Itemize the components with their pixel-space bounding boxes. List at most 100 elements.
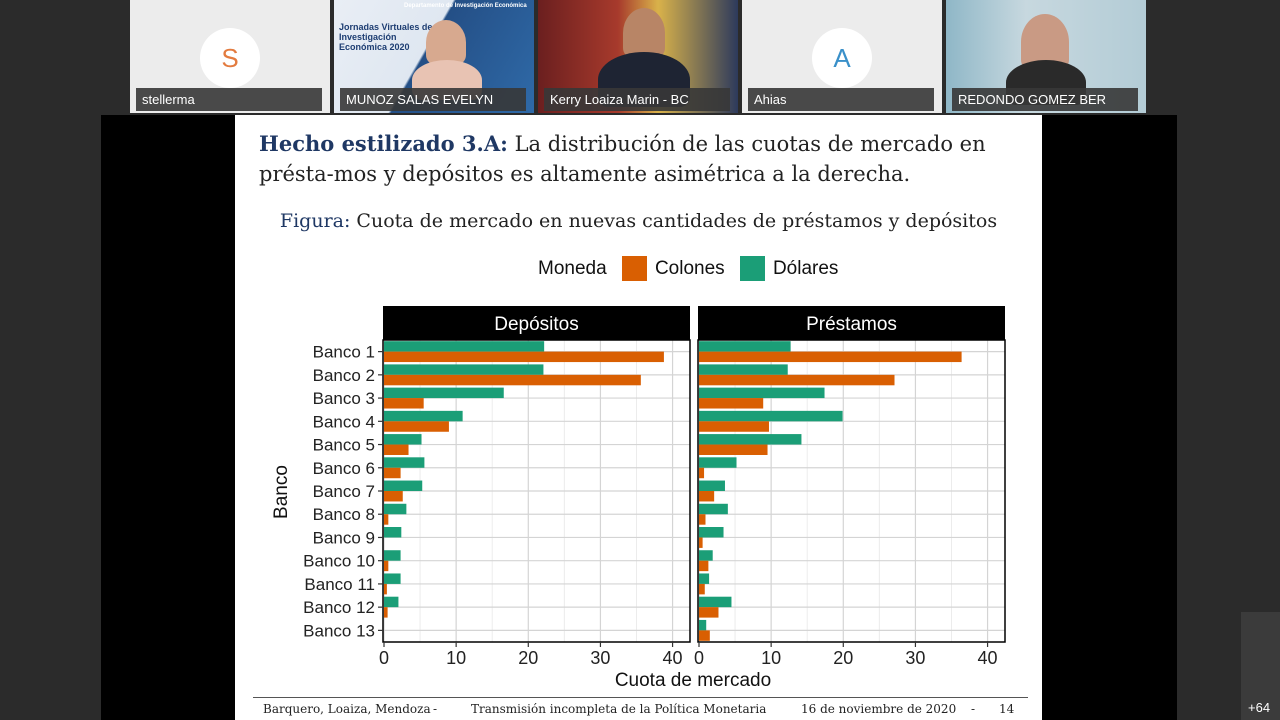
y-tick-label: Banco 12 bbox=[303, 598, 375, 617]
bar-colones bbox=[384, 491, 403, 502]
side-panel-toggle[interactable] bbox=[1241, 612, 1280, 720]
bar-dolares bbox=[384, 457, 425, 468]
bar-dolares bbox=[699, 387, 825, 399]
bar-dolares bbox=[384, 434, 422, 445]
x-tick-label: 40 bbox=[978, 648, 998, 668]
bar-dolares bbox=[384, 387, 504, 399]
participant-name: Ahias bbox=[748, 88, 934, 111]
participant-tile[interactable]: A Ahias bbox=[742, 0, 942, 113]
bar-dolares bbox=[699, 434, 802, 445]
footer-date: 16 de noviembre de 2020 bbox=[801, 702, 957, 716]
participant-avatar: A bbox=[812, 28, 872, 88]
bar-colones bbox=[699, 607, 719, 618]
bar-dolares bbox=[384, 503, 407, 515]
figure-caption: Figura: Cuota de mercado en nuevas canti… bbox=[235, 210, 1042, 232]
participant-name: Kerry Loaiza Marin - BC bbox=[544, 88, 730, 111]
y-axis-title: Banco bbox=[271, 465, 292, 519]
y-tick-label: Banco 5 bbox=[313, 436, 375, 455]
x-tick-label: 40 bbox=[663, 648, 683, 668]
bar-colones bbox=[699, 351, 962, 363]
y-tick-label: Banco 4 bbox=[313, 412, 375, 431]
bar-colones bbox=[699, 537, 703, 548]
participant-name: REDONDO GOMEZ BER bbox=[952, 88, 1138, 111]
legend-swatch-colones bbox=[621, 256, 647, 282]
participant-tile[interactable]: Departamento de Investigación Económica … bbox=[334, 0, 534, 113]
x-tick-label: 0 bbox=[694, 648, 704, 668]
participant-strip: S stellerma Departamento de Investigació… bbox=[0, 0, 1280, 115]
footer-separator: - bbox=[433, 702, 438, 716]
bar-colones bbox=[384, 398, 424, 409]
panel-header bbox=[383, 306, 690, 340]
bar-dolares bbox=[384, 573, 401, 584]
bar-colones bbox=[699, 444, 768, 455]
slide-footer: Barquero, Loaiza, Mendoza - Transmisión … bbox=[253, 697, 1028, 720]
y-tick-label: Banco 11 bbox=[304, 575, 375, 594]
participant-tile[interactable]: REDONDO GOMEZ BER bbox=[946, 0, 1146, 113]
bar-colones bbox=[384, 467, 401, 479]
banner-title: Jornadas Virtuales de Investigación Econ… bbox=[339, 22, 433, 52]
participant-tile[interactable]: Kerry Loaiza Marin - BC bbox=[538, 0, 738, 113]
bar-dolares bbox=[699, 364, 788, 375]
bar-colones bbox=[699, 630, 710, 641]
bar-dolares bbox=[699, 596, 732, 608]
x-tick-label: 0 bbox=[379, 648, 389, 668]
figure-label: Figura: bbox=[279, 210, 351, 232]
banner-header: Departamento de Investigación Económica bbox=[404, 3, 527, 9]
bar-dolares bbox=[699, 410, 843, 422]
bar-colones bbox=[384, 421, 449, 432]
bar-colones bbox=[699, 374, 895, 386]
bar-dolares bbox=[384, 550, 401, 561]
y-tick-label: Banco 7 bbox=[313, 482, 375, 501]
bar-dolares bbox=[699, 573, 710, 584]
bar-dolares bbox=[699, 341, 791, 352]
bar-colones bbox=[384, 607, 388, 618]
x-tick-label: 30 bbox=[905, 648, 925, 668]
bar-colones bbox=[384, 444, 409, 455]
y-tick-label: Banco 1 bbox=[313, 343, 375, 362]
slide-heading: Hecho estilizado 3.A: La distribución de… bbox=[259, 129, 1029, 189]
y-tick-label: Banco 9 bbox=[313, 528, 375, 547]
y-tick-label: Banco 10 bbox=[303, 552, 375, 571]
bar-dolares bbox=[384, 596, 399, 608]
x-tick-label: 10 bbox=[446, 648, 466, 668]
bar-colones bbox=[384, 514, 389, 525]
bar-dolares bbox=[699, 619, 707, 631]
bar-colones bbox=[699, 398, 764, 409]
bar-dolares bbox=[699, 480, 725, 491]
y-tick-label: Banco 3 bbox=[313, 389, 375, 408]
footer-authors: Barquero, Loaiza, Mendoza bbox=[263, 702, 431, 716]
slide-heading-text: La distribución de las cuotas de mercado… bbox=[259, 132, 986, 186]
bar-colones bbox=[699, 560, 709, 572]
bar-colones bbox=[699, 467, 705, 479]
y-tick-label: Banco 13 bbox=[303, 621, 375, 640]
bar-dolares bbox=[384, 341, 545, 352]
bar-dolares bbox=[699, 527, 724, 538]
y-tick-label: Banco 6 bbox=[313, 459, 375, 478]
bar-colones bbox=[384, 560, 389, 572]
bar-dolares bbox=[699, 503, 728, 515]
bar-colones bbox=[384, 351, 664, 363]
bar-colones bbox=[699, 514, 706, 525]
bar-dolares bbox=[699, 457, 737, 468]
bar-chart: Depósitos 0 10 20 30 40 Préstamos 0 10 20 30 40 Banc… bbox=[271, 306, 1006, 691]
footer-page-number: 14 bbox=[999, 702, 1015, 716]
bar-colones bbox=[384, 583, 387, 595]
panel-title: Depósitos bbox=[494, 314, 579, 335]
participant-tile[interactable]: S stellerma bbox=[130, 0, 330, 113]
more-participants-count[interactable]: +64 bbox=[1248, 700, 1271, 715]
footer-title: Transmisión incompleta de la Política Mo… bbox=[471, 702, 767, 716]
bar-dolares bbox=[384, 410, 463, 422]
participant-name: stellerma bbox=[136, 88, 322, 111]
presentation-slide: Hecho estilizado 3.A: La distribución de… bbox=[235, 115, 1042, 720]
legend-label-dolares: Dólares bbox=[772, 258, 839, 279]
legend-swatch-dolares bbox=[739, 256, 765, 282]
panel-title: Préstamos bbox=[806, 314, 897, 335]
bar-colones bbox=[384, 374, 641, 386]
y-tick-label: Banco 2 bbox=[313, 366, 375, 385]
participant-name: MUNOZ SALAS EVELYN bbox=[340, 88, 526, 111]
bar-colones bbox=[699, 421, 769, 432]
legend-label-colones: Colones bbox=[654, 258, 725, 279]
bar-dolares bbox=[384, 364, 544, 375]
footer-separator: - bbox=[971, 702, 976, 716]
participant-face bbox=[426, 20, 466, 65]
